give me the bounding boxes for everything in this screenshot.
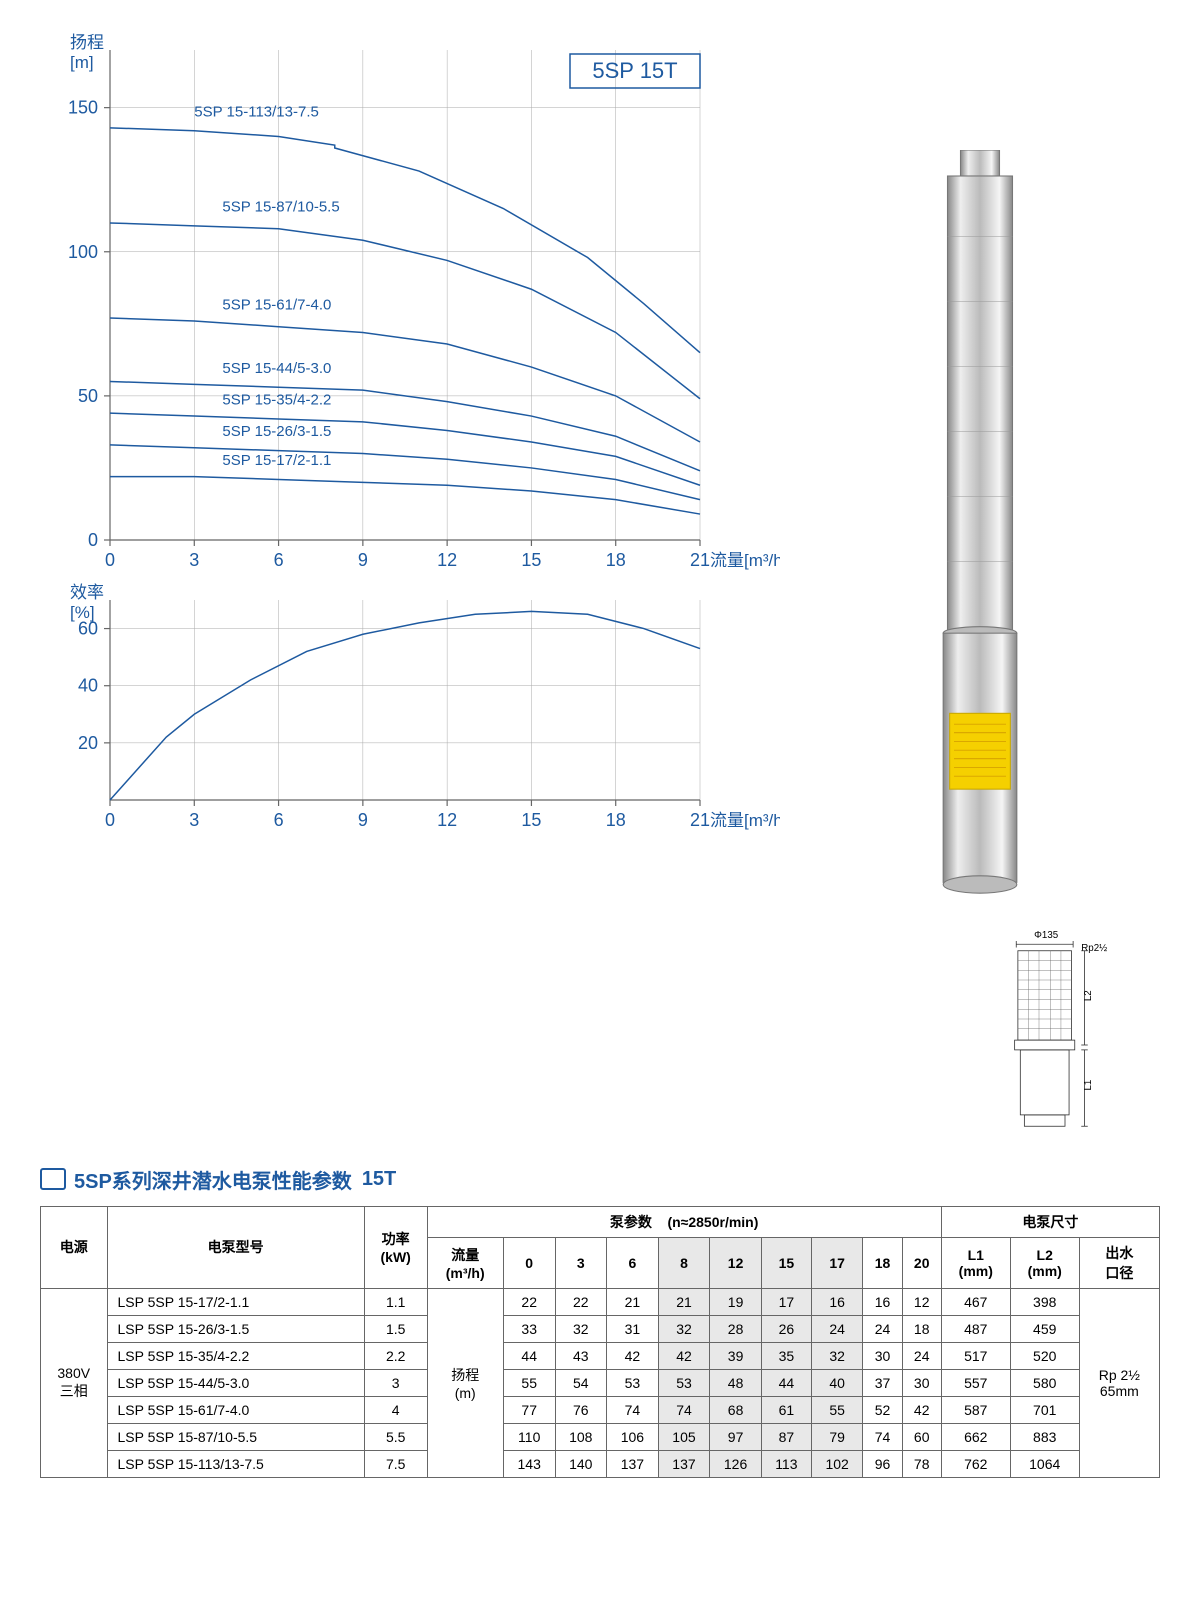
product-images-column: Φ135 Rp2½ L2 L1 [800, 30, 1160, 1140]
svg-text:0: 0 [105, 810, 115, 830]
svg-text:9: 9 [358, 550, 368, 570]
dimension-diagram: Φ135 Rp2½ L2 L1 [1000, 928, 1130, 1139]
svg-text:12: 12 [437, 810, 457, 830]
svg-text:[m]: [m] [70, 53, 94, 72]
svg-text:5SP 15-87/10-5.5: 5SP 15-87/10-5.5 [222, 198, 339, 215]
svg-text:5SP 15-35/4-2.2: 5SP 15-35/4-2.2 [222, 392, 331, 409]
svg-text:扬程: 扬程 [70, 33, 104, 52]
svg-text:15: 15 [521, 810, 541, 830]
svg-text:6: 6 [274, 550, 284, 570]
table-section-title: 5SP系列深井潜水电泵性能参数 15T [40, 1165, 1160, 1194]
diameter-label: Φ135 [1034, 930, 1059, 941]
head-chart: 0 3 6 9 12 15 18 21 0 50 100 150 扬程[m] 流量[m³/h] 5SP 15… [40, 30, 780, 580]
section-title-sub: 15T [362, 1168, 396, 1191]
l1-label: L1 [1083, 1080, 1094, 1091]
svg-text:12: 12 [437, 550, 457, 570]
svg-text:5SP 15-17/2-1.1: 5SP 15-17/2-1.1 [222, 452, 331, 469]
svg-text:5SP 15-61/7-4.0: 5SP 15-61/7-4.0 [222, 296, 331, 313]
svg-text:50: 50 [78, 386, 98, 406]
svg-text:0: 0 [105, 550, 115, 570]
svg-text:5SP 15-44/5-3.0: 5SP 15-44/5-3.0 [222, 360, 331, 377]
svg-text:效率: 效率 [70, 583, 104, 602]
efficiency-chart: 036912151821204060效率[%]流量[m³/h] [40, 580, 780, 840]
svg-text:21: 21 [690, 810, 710, 830]
svg-text:18: 18 [606, 810, 626, 830]
svg-text:5SP 15-26/3-1.5: 5SP 15-26/3-1.5 [222, 423, 331, 440]
thread-label: Rp2½ [1081, 943, 1107, 954]
svg-text:流量[m³/h]: 流量[m³/h] [710, 551, 780, 570]
svg-text:20: 20 [78, 733, 98, 753]
svg-text:150: 150 [68, 98, 98, 118]
svg-text:15: 15 [521, 550, 541, 570]
svg-text:40: 40 [78, 676, 98, 696]
svg-text:流量[m³/h]: 流量[m³/h] [710, 811, 780, 830]
svg-text:0: 0 [88, 530, 98, 550]
section-title-main: 5SP系列深井潜水电泵性能参数 [74, 1165, 352, 1194]
svg-text:3: 3 [189, 810, 199, 830]
svg-text:6: 6 [274, 810, 284, 830]
svg-text:9: 9 [358, 810, 368, 830]
section-icon [40, 1168, 66, 1190]
charts-column: 036912151821050100150扬程[m]流量[m³/h]5SP 15… [40, 30, 780, 1140]
pump-illustration [915, 150, 1045, 908]
svg-text:5SP 15-113/13-7.5: 5SP 15-113/13-7.5 [194, 103, 319, 120]
svg-text:18: 18 [606, 550, 626, 570]
svg-text:5SP 15T: 5SP 15T [592, 58, 677, 83]
svg-text:3: 3 [189, 550, 199, 570]
spec-table: 电源电泵型号功率(kW)泵参数 (n≈2850r/min)电泵尺寸流量(m³/h… [40, 1206, 1160, 1478]
page: 036912151821050100150扬程[m]流量[m³/h]5SP 15… [40, 30, 1160, 1478]
svg-text:100: 100 [68, 242, 98, 262]
l2-label: L2 [1083, 991, 1094, 1002]
svg-text:[%]: [%] [70, 603, 95, 622]
chart-row: 036912151821050100150扬程[m]流量[m³/h]5SP 15… [40, 30, 1160, 1140]
svg-text:21: 21 [690, 550, 710, 570]
